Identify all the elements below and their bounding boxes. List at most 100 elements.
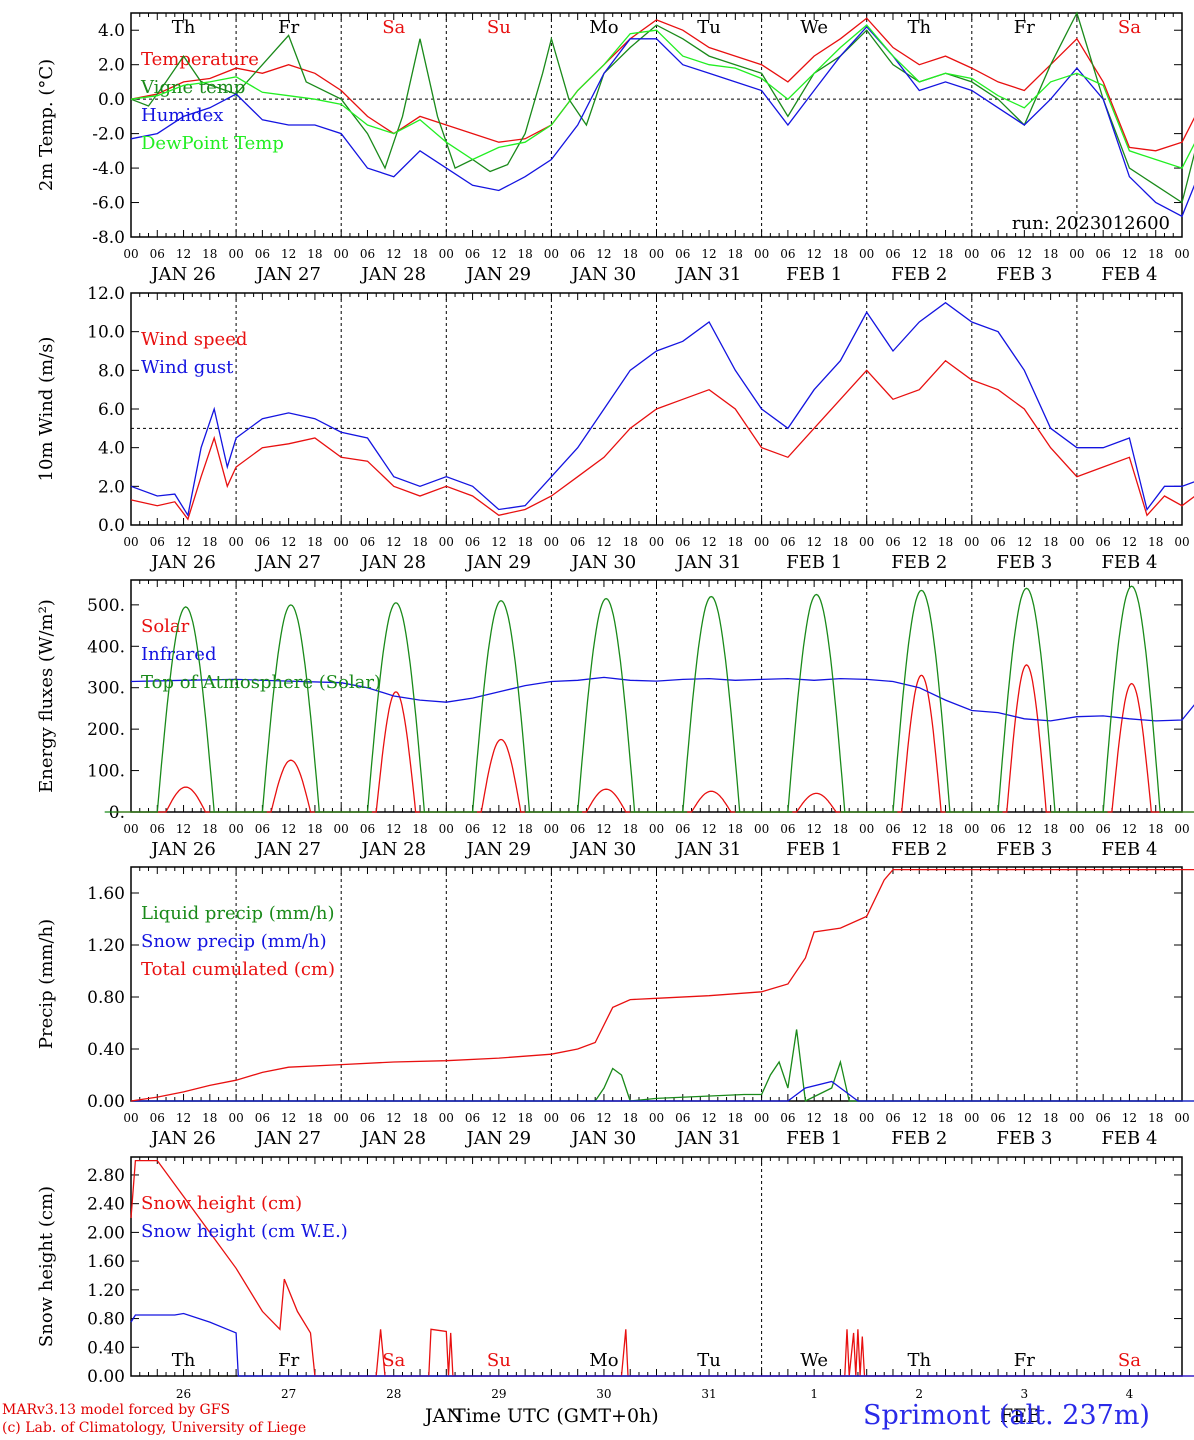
hour-tick-label: 00	[334, 822, 349, 836]
hour-tick-label: 18	[1148, 247, 1163, 261]
legend-entry: Infrared	[141, 644, 216, 665]
hour-tick-label: 00	[439, 1111, 454, 1125]
hour-tick-label: 06	[1096, 822, 1111, 836]
series-line-1	[130, 17, 1194, 152]
day-name: Sa	[382, 1350, 405, 1371]
hour-tick-label: 12	[1017, 822, 1032, 836]
hour-tick-label: 12	[491, 1111, 506, 1125]
date-label: JAN 31	[675, 1128, 742, 1149]
y-tick-label: 1.60	[87, 1252, 125, 1272]
y-tick-label: 2.00	[87, 1223, 125, 1243]
date-label: JAN 26	[149, 839, 216, 860]
hour-tick-label: 18	[728, 247, 743, 261]
hour-tick-label: 18	[307, 1111, 322, 1125]
y-axis-label: Snow height (cm)	[36, 1186, 57, 1347]
hour-tick-label: 12	[912, 822, 927, 836]
day-number: 27	[281, 1387, 296, 1401]
hour-tick-label: 06	[1096, 1111, 1111, 1125]
hour-tick-label: 00	[964, 247, 979, 261]
date-label: JAN 29	[465, 1128, 532, 1149]
hour-tick-label: 18	[307, 247, 322, 261]
day-number: 31	[701, 1387, 716, 1401]
date-label: FEB 1	[786, 1128, 842, 1149]
hour-tick-label: 12	[1122, 535, 1137, 549]
lab-credit: (c) Lab. of Climatology, University of L…	[2, 1420, 307, 1436]
day-name: Th	[172, 17, 196, 38]
day-name: Fr	[278, 1350, 299, 1371]
hour-tick-label: 12	[596, 822, 611, 836]
day-number: 28	[386, 1387, 401, 1401]
y-tick-label: 8.0	[98, 361, 125, 381]
hour-tick-label: 12	[176, 535, 191, 549]
date-label: JAN 30	[570, 264, 637, 285]
hour-tick-label: 00	[228, 1111, 243, 1125]
hour-tick-label: 12	[596, 247, 611, 261]
day-number: 4	[1126, 1387, 1134, 1401]
date-label: FEB 1	[786, 552, 842, 573]
hour-tick-label: 06	[780, 247, 795, 261]
hour-tick-label: 00	[649, 1111, 664, 1125]
hour-tick-label: 00	[754, 535, 769, 549]
hour-tick-label: 06	[885, 1111, 900, 1125]
hour-tick-label: 00	[1174, 535, 1189, 549]
legend-entry: Humidex	[141, 105, 223, 126]
plot-frame	[130, 1156, 1183, 1377]
y-axis-label: Precip (mm/h)	[36, 919, 57, 1049]
hour-tick-label: 06	[255, 1111, 270, 1125]
day-name: Su	[487, 1350, 511, 1371]
hour-tick-label: 00	[859, 822, 874, 836]
hour-tick-label: 18	[1148, 822, 1163, 836]
hour-tick-label: 00	[544, 1111, 559, 1125]
hour-tick-label: 12	[807, 1111, 822, 1125]
hour-tick-label: 12	[491, 247, 506, 261]
hour-tick-label: 12	[701, 1111, 716, 1125]
y-tick-label: 0.00	[87, 1092, 125, 1112]
y-tick-label: 2.40	[87, 1195, 125, 1215]
legend-entry: Snow precip (mm/h)	[141, 931, 327, 952]
hour-tick-label: 18	[1043, 822, 1058, 836]
y-tick-label: 200.	[87, 720, 125, 740]
hour-tick-label: 00	[439, 535, 454, 549]
hour-tick-label: 06	[570, 535, 585, 549]
date-label: JAN 30	[570, 552, 637, 573]
y-tick-label: -6.0	[92, 194, 125, 214]
hour-tick-label: 06	[255, 535, 270, 549]
day-number: 1	[810, 1387, 818, 1401]
day-name: Th	[907, 17, 931, 38]
day-name: Mo	[589, 1350, 618, 1371]
y-tick-label: 2.0	[98, 56, 125, 76]
y-tick-label: 0.0	[98, 516, 125, 536]
y-tick-label: 400.	[87, 637, 125, 657]
hour-tick-label: 00	[334, 247, 349, 261]
hour-tick-label: 00	[1174, 247, 1189, 261]
hour-tick-label: 00	[544, 247, 559, 261]
y-tick-label: 4.0	[98, 21, 125, 41]
hour-tick-label: 18	[412, 535, 427, 549]
date-label: JAN 28	[359, 552, 426, 573]
date-label: FEB 4	[1101, 1128, 1157, 1149]
y-tick-label: 300.	[87, 679, 125, 699]
y-axis-label: Energy fluxes (W/m²)	[36, 599, 57, 793]
hour-tick-label: 12	[176, 1111, 191, 1125]
day-number: 3	[1021, 1387, 1029, 1401]
hour-tick-label: 18	[412, 822, 427, 836]
hour-tick-label: 06	[360, 247, 375, 261]
date-label: JAN 30	[570, 1128, 637, 1149]
hour-tick-label: 18	[412, 1111, 427, 1125]
hour-tick-label: 18	[1043, 247, 1058, 261]
hour-tick-label: 06	[360, 822, 375, 836]
hour-tick-label: 06	[675, 247, 690, 261]
hour-tick-label: 18	[1043, 1111, 1058, 1125]
hour-tick-label: 12	[281, 535, 296, 549]
hour-tick-label: 00	[123, 535, 138, 549]
hour-tick-label: 18	[938, 535, 953, 549]
day-name: Fr	[1014, 17, 1035, 38]
legend-entry: Wind gust	[141, 357, 234, 378]
day-name: Sa	[1118, 17, 1141, 38]
hour-tick-label: 18	[833, 247, 848, 261]
y-tick-label: 10.0	[87, 323, 125, 343]
hour-tick-label: 06	[1096, 247, 1111, 261]
panel-3: 500. 400. 300. 200. 100. 0. Energy fluxes (W/m…	[36, 579, 1194, 860]
date-label: JAN 27	[254, 1128, 321, 1149]
